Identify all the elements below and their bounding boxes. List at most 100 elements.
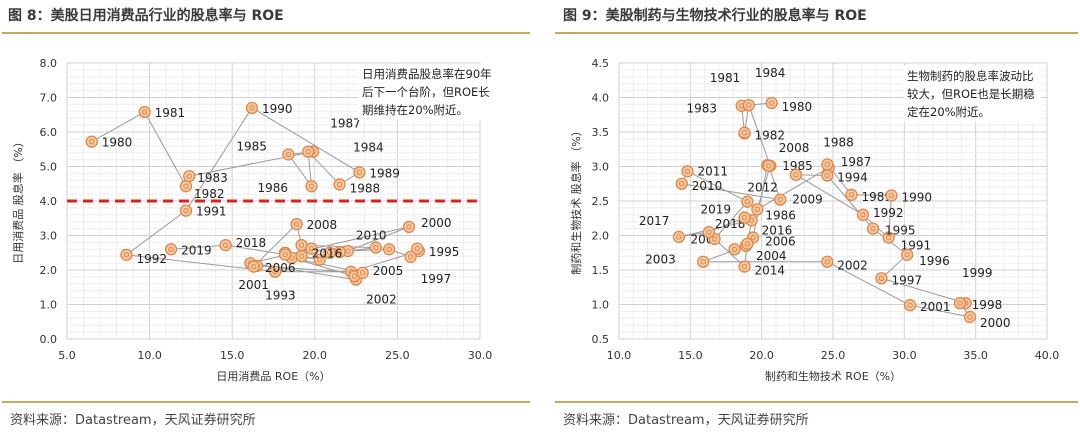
point-label: 2000 [980,316,1011,330]
point-marker-inner [406,224,412,230]
point-marker-inner [793,172,799,178]
point-marker-inner [750,234,756,241]
point-label: 1995 [885,224,916,238]
point-marker-inner [282,251,288,258]
data-point: 2002 [821,255,868,273]
point-marker-inner [89,138,95,145]
point-label: 1981 [710,71,741,85]
point-marker [875,272,888,285]
point-marker [247,260,260,273]
data-point: 2016 [312,247,343,266]
point-label: 2005 [373,264,404,278]
data-point [323,246,336,259]
point-marker [323,246,336,259]
point-label: 2018 [715,217,746,231]
point-marker [789,168,803,181]
point-label: 2009 [792,193,823,207]
point-label: 2019 [181,243,212,257]
data-point: 1993 [265,265,296,303]
y-tick-label: 0.0 [40,333,58,346]
point-label: 1981 [155,106,186,120]
data-point: 2000 [963,310,1011,330]
point-label: 1992 [136,252,167,266]
point-marker-inner [336,249,343,255]
point-marker-inner [141,109,148,115]
data-point [247,260,260,273]
point-marker [269,265,282,278]
y-tick-label: 3.5 [592,126,610,139]
y-tick-label: 2.0 [592,230,610,243]
point-marker [738,211,751,224]
note-line: 生物制药的股息率波动比 [907,69,1034,83]
point-marker-inner [766,163,772,169]
point-marker-inner [711,236,718,242]
point-marker [305,180,318,193]
point-marker-inner [407,254,414,260]
data-point [295,239,308,252]
point-marker-inner [123,252,130,258]
point-label: 2016 [312,247,343,261]
point-marker [305,242,318,255]
point-marker-inner [957,300,963,306]
data-point: 1986 [257,180,318,195]
data-point: 1996 [901,248,950,268]
point-marker [85,135,98,148]
point-marker-inner [746,102,752,108]
data-point: 1990 [885,189,932,204]
point-marker-inner [967,314,973,320]
point-label: 1982 [194,187,225,201]
point-marker [245,101,259,114]
data-point: 2008 [290,217,337,232]
y-tick-label: 4.0 [592,92,610,105]
point-marker-inner [373,244,379,251]
point-marker-inner [744,198,751,205]
data-point: 1986 [751,203,796,222]
point-marker [333,178,346,191]
point-marker-inner [168,246,174,253]
x-tick-label: 15.0 [678,349,703,362]
x-tick-label: 35.0 [963,349,988,362]
point-label: 2010 [692,179,723,193]
point-marker [179,180,193,193]
point-label: 2008 [779,141,810,155]
data-point: 1980 [765,96,812,114]
data-point [295,250,308,263]
point-marker [353,166,366,179]
point-marker-inner [700,259,706,265]
y-tick-label: 2.0 [40,264,58,277]
connector-line [678,102,972,318]
point-marker-inner [183,183,189,189]
data-point: 2019 [701,203,751,224]
point-label: 1990 [901,190,932,204]
point-marker-inner [676,234,682,240]
panel-pharma-biotech: 图 9：美股制药与生物技术行业的股息率与 ROE 10.0 15.0 20.0 25.… [555,7,1078,428]
x-tick-label: 20.0 [303,349,328,362]
point-label: 1985 [236,139,267,153]
point-label: 2012 [747,181,778,195]
data-point [741,237,754,250]
data-point: 1981 [138,105,186,120]
point-label: 1983 [197,171,228,185]
y-axis-label: 制药和生物技术 股息率 （%） [569,125,583,274]
point-marker-inner [731,246,738,253]
data-point: 2009 [774,193,823,207]
point-marker [885,189,898,202]
point-label: 1982 [755,128,786,142]
point-marker-inner [183,207,189,214]
point-marker [404,250,417,264]
x-tick-label: 40.0 [1035,349,1060,362]
point-marker-inner [308,183,315,189]
point-marker [179,204,193,217]
y-tick-label: 6.0 [40,126,58,139]
y-tick-label: 1.5 [592,264,610,277]
data-point: 1995 [866,222,916,238]
point-marker [742,98,755,112]
point-label: 1984 [353,141,384,155]
data-point: 1983 [687,102,751,139]
y-tick-label: 1.0 [40,299,58,312]
point-marker-inner [741,214,748,221]
point-marker [903,299,917,312]
data-point: 2019 [164,243,212,257]
point-marker [751,203,764,216]
